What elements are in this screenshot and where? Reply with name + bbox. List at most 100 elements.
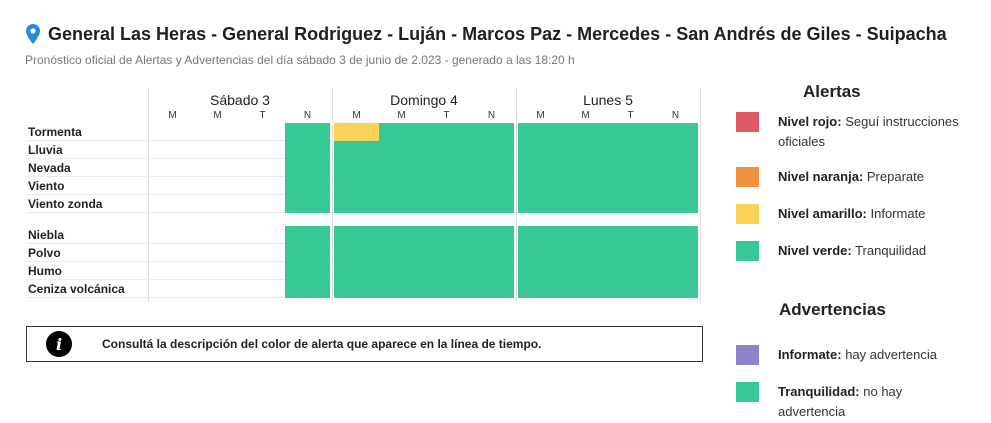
info-text: Consultá la descripción del color de ale…: [102, 337, 542, 351]
legend-item: Nivel naranja: Preparate: [736, 167, 986, 187]
legend-swatch: [736, 112, 759, 132]
legend-description: Informate: [870, 206, 926, 221]
page-header: General Las Heras - General Rodriguez - …: [24, 20, 954, 68]
alert-cell-verde: [563, 262, 608, 280]
day-separator: [700, 88, 701, 302]
alert-cell-verde: [608, 244, 653, 262]
time-slot-label: T: [259, 110, 266, 121]
alert-cell-verde: [608, 141, 653, 159]
alert-cell-verde: [653, 262, 698, 280]
alert-cell-verde: [424, 244, 469, 262]
alert-cell-verde: [469, 226, 514, 244]
legend-item: Tranquilidad: no hay advertencia: [736, 382, 986, 422]
day-header: Domingo 4: [390, 92, 458, 108]
alert-cell-verde: [563, 244, 608, 262]
alert-cell-verde: [518, 195, 563, 213]
alert-cell-verde: [285, 262, 330, 280]
alert-cell-verde: [379, 159, 424, 177]
legend-text: Informate: hay advertencia: [778, 345, 968, 365]
alert-cell-verde: [424, 195, 469, 213]
alert-cell-verde: [285, 195, 330, 213]
time-slot-label: M: [581, 110, 590, 121]
alert-cell-verde: [285, 177, 330, 195]
alert-cell-verde: [469, 195, 514, 213]
phenomenon-label: Ceniza volcánica: [28, 282, 125, 296]
phenomenon-label: Polvo: [28, 246, 61, 260]
alert-cell-verde: [379, 177, 424, 195]
legend-item: Nivel amarillo: Informate: [736, 204, 986, 224]
alert-cell-verde: [334, 141, 379, 159]
phenomenon-label: Viento: [28, 179, 65, 193]
legend-level: Tranquilidad:: [778, 384, 860, 399]
time-slot-label: M: [168, 110, 177, 121]
legend-swatch: [736, 382, 759, 402]
info-box: i Consultá la descripción del color de a…: [26, 326, 703, 362]
legend-text: Nivel rojo: Seguí instrucciones oficiale…: [778, 112, 968, 152]
time-slot-label: M: [397, 110, 406, 121]
alert-cell-verde: [653, 177, 698, 195]
alert-cell-verde: [469, 262, 514, 280]
time-slot-label: M: [536, 110, 545, 121]
legend-text: Tranquilidad: no hay advertencia: [778, 382, 968, 422]
alert-cell-amarillo: [334, 123, 379, 141]
alert-cell-verde: [424, 280, 469, 298]
day-separator: [516, 88, 517, 302]
alert-cell-verde: [379, 280, 424, 298]
phenomenon-label: Lluvia: [28, 143, 63, 157]
phenomenon-label: Tormenta: [28, 125, 82, 139]
page-subtitle: Pronóstico oficial de Alertas y Adverten…: [25, 53, 575, 67]
alert-cell-verde: [518, 177, 563, 195]
time-slot-label: N: [303, 110, 312, 121]
legend-swatch: [736, 241, 759, 261]
alert-cell-verde: [563, 159, 608, 177]
day-header: Sábado 3: [210, 92, 270, 108]
alert-cell-verde: [608, 262, 653, 280]
alert-cell-verde: [518, 226, 563, 244]
alert-cell-verde: [518, 123, 563, 141]
info-icon: i: [46, 331, 72, 357]
alert-cell-verde: [334, 195, 379, 213]
day-separator: [148, 88, 149, 302]
legend-description: Tranquilidad: [855, 243, 927, 258]
alert-cell-verde: [608, 123, 653, 141]
alert-cell-verde: [424, 159, 469, 177]
legend-level: Nivel naranja:: [778, 169, 864, 184]
legend-text: Nivel verde: Tranquilidad: [778, 241, 968, 261]
alert-cell-verde: [334, 177, 379, 195]
legend-level: Nivel amarillo:: [778, 206, 867, 221]
time-slot-label: T: [627, 110, 634, 121]
legend-item: Informate: hay advertencia: [736, 345, 986, 365]
phenomenon-label: Nevada: [28, 161, 71, 175]
legend-advertencias-title: Advertencias: [779, 300, 886, 319]
alert-cell-verde: [608, 226, 653, 244]
legend-level: Nivel verde:: [778, 243, 852, 258]
alert-cell-verde: [424, 177, 469, 195]
alert-cell-verde: [469, 177, 514, 195]
alert-cell-verde: [285, 141, 330, 159]
alert-cell-verde: [518, 141, 563, 159]
alert-cell-verde: [563, 195, 608, 213]
alert-cell-verde: [653, 159, 698, 177]
time-slot-label: M: [213, 110, 222, 121]
alert-cell-verde: [608, 195, 653, 213]
alert-cell-verde: [379, 262, 424, 280]
legend-swatch: [736, 167, 759, 187]
alert-cell-verde: [469, 244, 514, 262]
legend-description: no hay advertencia: [778, 384, 903, 419]
alert-cell-verde: [334, 226, 379, 244]
alert-cell-verde: [469, 159, 514, 177]
alert-cell-verde: [285, 123, 330, 141]
alert-cell-verde: [653, 123, 698, 141]
alert-cell-verde: [653, 141, 698, 159]
day-header: Lunes 5: [583, 92, 633, 108]
alert-cell-verde: [563, 280, 608, 298]
alert-cell-verde: [518, 262, 563, 280]
phenomenon-label: Humo: [28, 264, 62, 278]
alert-cell-verde: [334, 280, 379, 298]
alert-cell-verde: [563, 123, 608, 141]
alert-cell-verde: [608, 177, 653, 195]
legend-level: Informate:: [778, 347, 842, 362]
alert-cell-verde: [334, 244, 379, 262]
legend-alertas-title: Alertas: [803, 82, 861, 101]
alert-cell-verde: [563, 177, 608, 195]
